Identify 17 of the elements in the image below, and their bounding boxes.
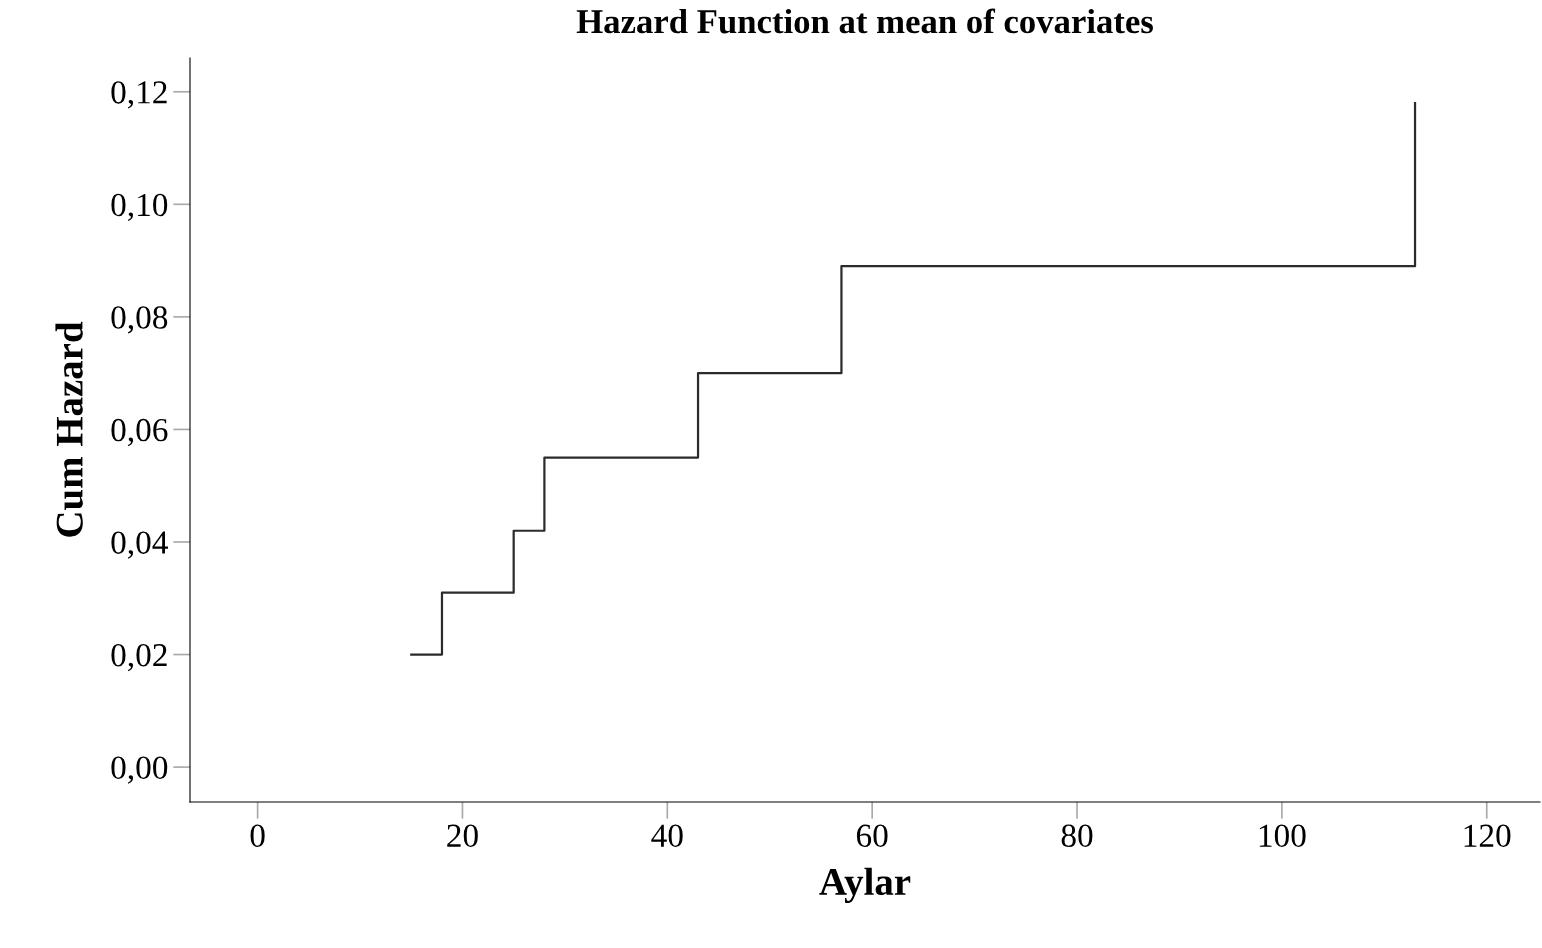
y-tick-label: 0,06 — [111, 418, 168, 447]
x-tick-label: 40 — [651, 824, 683, 847]
x-tick-label: 80 — [1061, 824, 1093, 847]
x-tick-label: 120 — [1464, 824, 1511, 847]
x-tick-label: 0 — [250, 824, 265, 847]
x-tick-label: 100 — [1259, 824, 1306, 847]
y-tick-label: 0,00 — [111, 756, 168, 784]
x-axis-title: Aylar — [819, 867, 911, 904]
y-tick-label: 0,04 — [111, 531, 168, 559]
x-tick-label: 20 — [447, 824, 478, 847]
y-tick-label: 0,08 — [111, 306, 168, 334]
y-tick-label: 0,12 — [111, 81, 167, 109]
y-axis-title: Cum Hazard — [55, 321, 83, 537]
y-tick-label: 0,10 — [111, 193, 168, 222]
chart-title: Hazard Function at mean of covariates — [576, 8, 1153, 34]
x-tick-label: 60 — [856, 824, 888, 847]
y-tick-label: 0,02 — [111, 643, 167, 672]
